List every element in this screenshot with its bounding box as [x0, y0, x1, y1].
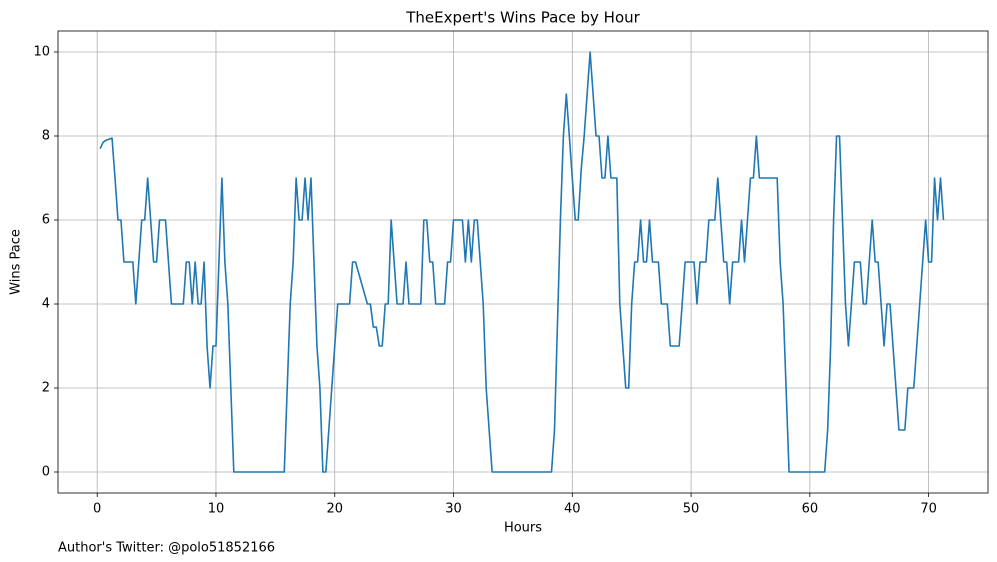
- footnote: Author's Twitter: @polo51852166: [58, 541, 275, 556]
- x-tick-label: 50: [683, 502, 700, 517]
- y-tick-label: 4: [42, 297, 50, 312]
- y-tick-label: 8: [42, 129, 50, 144]
- y-tick-label: 0: [42, 465, 50, 480]
- x-tick-label: 40: [564, 502, 581, 517]
- y-axis-label: Wins Pace: [9, 229, 24, 295]
- x-tick-label: 70: [920, 502, 937, 517]
- x-tick-label: 30: [445, 502, 462, 517]
- x-tick-label: 60: [802, 502, 819, 517]
- y-tick-label: 6: [42, 213, 50, 228]
- plot-frame: [57, 30, 989, 494]
- y-tick-label: 10: [33, 45, 50, 60]
- data-line: [99, 51, 945, 473]
- x-tick-label: 10: [208, 502, 225, 517]
- chart-title: TheExpert's Wins Pace by Hour: [405, 9, 640, 27]
- x-axis-label: Hours: [504, 521, 542, 536]
- y-tick-label: 2: [42, 381, 50, 396]
- x-tick-label: 20: [326, 502, 343, 517]
- x-tick-label: 0: [93, 502, 101, 517]
